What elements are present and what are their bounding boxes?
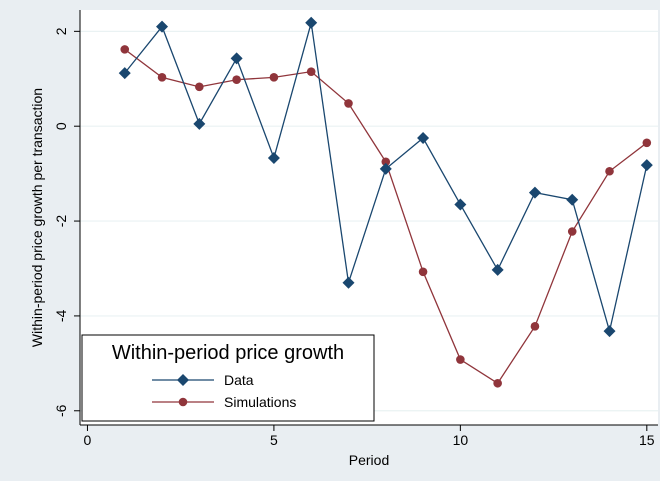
data-point-simulations [642, 138, 652, 148]
legend: Within-period price growth Data Simulatio… [81, 334, 375, 422]
data-point-simulations [605, 166, 614, 176]
data-point-simulations [232, 75, 241, 85]
series-data [118, 16, 653, 338]
legend-label-simulations: Simulations [224, 394, 296, 410]
data-point-data [342, 276, 355, 289]
legend-entry-simulations: Simulations [152, 394, 296, 410]
legend-box [81, 334, 375, 422]
x-ticks: 0 5 10 15 [84, 425, 655, 448]
data-point-simulations [418, 267, 428, 277]
y-tick-label: 2 [53, 27, 69, 35]
data-point-data [603, 325, 616, 338]
y-tick-label: -4 [53, 309, 69, 322]
data-point-data [454, 198, 467, 211]
data-point-data [566, 193, 579, 206]
data-point-data [417, 132, 430, 145]
legend-title: Within-period price growth [112, 342, 344, 364]
x-axis-title: Period [349, 452, 389, 468]
x-tick-label: 5 [270, 432, 278, 448]
data-point-simulations [344, 99, 353, 108]
data-point-data [491, 263, 504, 276]
data-point-data [156, 20, 169, 33]
data-point-simulations [195, 82, 204, 92]
data-point-simulations [381, 157, 391, 167]
series-simulations [120, 45, 652, 388]
data-point-data [305, 16, 318, 29]
data-point-data [640, 159, 653, 172]
y-ticks: 2 0 -2 -4 -6 [53, 27, 80, 417]
data-point-simulations [269, 73, 279, 82]
y-tick-label: 0 [53, 122, 69, 130]
axes [79, 10, 658, 426]
data-point-simulations [306, 67, 316, 76]
data-point-simulations [120, 45, 130, 54]
y-axis-title: Within-period price growth per transacti… [29, 88, 45, 347]
legend-label-data: Data [224, 372, 254, 388]
data-point-simulations [493, 378, 502, 388]
data-point-data [230, 52, 243, 65]
legend-marker-data [177, 374, 189, 386]
data-point-simulations [567, 227, 577, 236]
x-tick-label: 10 [453, 432, 469, 448]
x-tick-label: 0 [84, 432, 92, 448]
legend-marker-simulations [178, 397, 188, 407]
series-layer [118, 16, 653, 388]
data-point-data [193, 117, 206, 130]
data-point-simulations [157, 73, 167, 82]
legend-entry-data: Data [152, 372, 254, 388]
data-point-data [528, 186, 541, 199]
data-point-data [379, 162, 392, 175]
data-point-data [118, 67, 131, 80]
data-point-simulations [530, 322, 540, 331]
y-tick-label: -2 [53, 215, 69, 228]
y-tick-label: -6 [53, 404, 69, 417]
legend-entries: Data Simulations [152, 372, 296, 410]
data-point-simulations [456, 355, 465, 364]
data-point-data [267, 151, 280, 164]
x-tick-label: 15 [639, 432, 655, 448]
